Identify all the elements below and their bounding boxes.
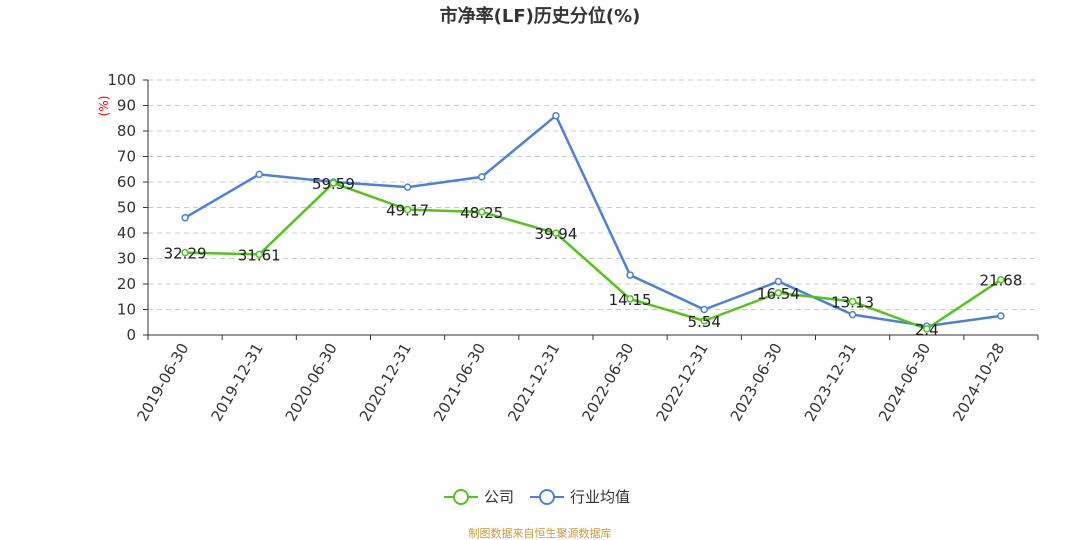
y-tick-label: 60	[117, 173, 136, 191]
y-tick-label: 20	[117, 275, 136, 293]
series-line-company	[185, 181, 1002, 331]
x-tick-label: 2023-06-30	[727, 340, 786, 425]
legend[interactable]: 公司 行业均值	[444, 488, 630, 506]
y-tick-label: 80	[117, 122, 136, 140]
data-point-industry[interactable]	[181, 213, 189, 222]
data-point-company[interactable]	[626, 295, 634, 303]
legend-item-company[interactable]: 公司	[444, 488, 514, 506]
data-label-company: 21.68	[979, 272, 1022, 290]
data-point-company[interactable]	[848, 297, 857, 306]
series-layer	[181, 111, 1005, 333]
data-label-company: 32.29	[164, 245, 207, 263]
x-tick-label: 2022-12-31	[653, 340, 712, 425]
data-labels: 32.29 31.61 59.59 49.17 48.25 39.94 14.15 5.54 1…	[164, 175, 1023, 339]
data-point-industry[interactable]	[700, 305, 708, 314]
chart-title: 市净率(LF)历史分位(%)	[440, 5, 641, 27]
data-label-company: 16.54	[757, 285, 800, 303]
data-label-company: 31.61	[238, 246, 281, 264]
data-point-company[interactable]	[997, 275, 1005, 284]
x-tick-label: 2021-12-31	[504, 340, 563, 425]
y-tick-label: 0	[126, 326, 136, 344]
legend-company-marker	[453, 489, 469, 505]
y-tick-label: 40	[117, 224, 136, 242]
data-label-company: 5.54	[688, 313, 721, 331]
legend-item-industry[interactable]: 行业均值	[530, 488, 630, 506]
y-tick-label: 100	[107, 71, 136, 89]
data-point-company[interactable]	[329, 179, 338, 187]
x-tick-label: 2024-06-30	[875, 340, 934, 425]
data-point-industry[interactable]	[997, 312, 1005, 320]
data-point-company[interactable]	[255, 250, 263, 259]
x-tick-label: 2020-06-30	[282, 340, 341, 425]
series-line-industry	[184, 114, 1002, 328]
y-tick-label: 30	[117, 250, 136, 268]
data-label-company: 48.25	[460, 204, 503, 222]
data-label-company: 59.59	[312, 175, 355, 193]
data-point-company[interactable]	[478, 208, 486, 216]
y-axis-unit-label: (%)	[97, 96, 111, 117]
data-point-company[interactable]	[552, 229, 560, 237]
y-tick-label: 10	[117, 301, 136, 319]
data-label-company: 49.17	[386, 202, 429, 220]
x-tick-label: 2022-06-30	[578, 340, 637, 425]
data-source-note: 制图数据来自恒生聚源数据库	[469, 526, 612, 540]
legend-company-label: 公司	[484, 488, 514, 506]
data-label-company: 13.13	[831, 294, 874, 312]
data-point-company[interactable]	[700, 317, 708, 325]
data-point-industry[interactable]	[255, 170, 263, 179]
data-label-company: 2.4	[915, 321, 939, 339]
legend-industry-label: 行业均值	[570, 488, 630, 506]
y-tick-label: 70	[117, 148, 136, 166]
data-point-company[interactable]	[774, 289, 783, 297]
data-point-industry[interactable]	[626, 271, 634, 279]
data-point-industry[interactable]	[552, 111, 560, 120]
data-label-company: 14.15	[609, 291, 652, 309]
data-point-industry[interactable]	[848, 310, 857, 319]
data-point-company[interactable]	[923, 325, 931, 333]
x-tick-label: 2024-10-28	[949, 340, 1008, 425]
data-point-industry[interactable]	[774, 277, 783, 286]
data-point-company[interactable]	[403, 205, 412, 214]
y-tick-label: 90	[117, 97, 136, 115]
data-label-company: 39.94	[534, 225, 577, 243]
legend-industry-marker	[539, 489, 555, 505]
x-tick-label: 2020-12-31	[356, 340, 415, 425]
x-tick-label: 2021-06-30	[430, 340, 489, 425]
y-tick-label: 50	[117, 199, 136, 217]
data-point-company[interactable]	[181, 248, 189, 257]
x-tick-label: 2019-06-30	[133, 340, 192, 425]
x-tick-label: 2023-12-31	[801, 340, 860, 425]
data-point-industry[interactable]	[478, 173, 486, 181]
grid-lines	[148, 79, 1038, 310]
data-point-industry[interactable]	[403, 183, 412, 191]
x-tick-label: 2019-12-31	[208, 340, 267, 425]
